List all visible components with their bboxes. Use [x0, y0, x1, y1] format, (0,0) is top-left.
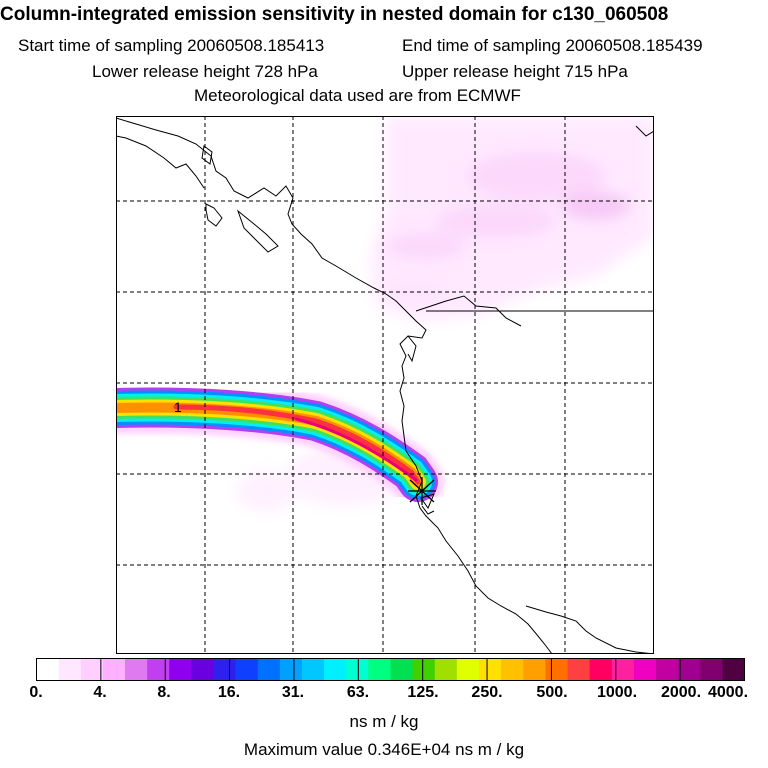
colorbar-cell	[235, 658, 259, 681]
colorbar-label: 500.	[536, 684, 568, 701]
colorbar-cell	[501, 658, 524, 681]
colorbar-cell	[434, 658, 458, 681]
colorbar-cell	[611, 658, 635, 681]
colorbar-cell	[125, 658, 148, 681]
colorbar-cell	[346, 658, 369, 681]
trajectory-marker-label: 1	[174, 399, 182, 415]
colorbar-cells	[36, 658, 745, 681]
colorbar-cell	[191, 658, 214, 681]
colorbar-cell	[412, 658, 436, 681]
maximum-value-text: Maximum value 0.346E+04 ns m / kg	[243, 740, 525, 759]
colorbar-label: 8.	[157, 684, 171, 701]
colorbar-cell	[678, 658, 701, 681]
colorbar-cell	[213, 658, 237, 681]
colorbar-cell	[656, 658, 679, 681]
colorbar-cell	[36, 658, 60, 681]
colorbar-cell	[257, 658, 281, 681]
colorbar-cell	[279, 658, 303, 681]
colorbar-cell	[58, 658, 82, 681]
colorbar-frame	[36, 658, 745, 681]
lat-lon-grid	[116, 116, 654, 654]
colorbar-cell	[456, 658, 480, 681]
colorbar-label: 16.	[217, 684, 241, 701]
colorbar-label: 125.	[407, 684, 439, 701]
release-point-marker	[408, 477, 436, 505]
plot-title: Column-integrated emission sensitivity i…	[0, 4, 669, 25]
colorbar-cell	[169, 658, 192, 681]
colorbar-cell	[368, 658, 391, 681]
colorbar	[36, 658, 745, 681]
lower-release-height-text: Lower release height 728 hPa	[92, 62, 318, 81]
colorbar-cell	[324, 658, 347, 681]
colorbar-label: 63.	[346, 684, 370, 701]
colorbar-units: ns m / kg	[349, 712, 419, 731]
upper-release-height-text: Upper release height 715 hPa	[402, 62, 628, 81]
colorbar-cell	[302, 658, 325, 681]
colorbar-label: 31.	[281, 684, 305, 701]
colorbar-cell	[545, 658, 568, 681]
colorbar-label: 4000.	[707, 684, 749, 701]
colorbar-label: 1000.	[596, 684, 638, 701]
colorbar-cell	[567, 658, 591, 681]
colorbar-cell	[633, 658, 657, 681]
country-border	[426, 116, 654, 312]
start-time-text: Start time of sampling 20060508.185413	[18, 36, 325, 55]
colorbar-cell	[80, 658, 104, 681]
colorbar-label: 250.	[471, 684, 503, 701]
colorbar-cell	[523, 658, 546, 681]
map-frame	[116, 116, 654, 654]
colorbar-label: 4.	[93, 684, 107, 701]
colorbar-cell	[479, 658, 502, 681]
emission-sensitivity-map: 1	[116, 116, 654, 654]
coastlines	[116, 117, 654, 654]
colorbar-cell	[390, 658, 414, 681]
sensitivity-field-north	[371, 116, 654, 321]
met-data-text: Meteorological data used are from ECMWF	[194, 86, 521, 105]
end-time-text: End time of sampling 20060508.185439	[402, 36, 703, 55]
colorbar-cell	[722, 658, 745, 681]
colorbar-cell	[700, 658, 723, 681]
colorbar-cell	[147, 658, 170, 681]
plume	[116, 381, 444, 508]
colorbar-cell	[102, 658, 126, 681]
colorbar-label: 2000.	[660, 684, 702, 701]
colorbar-cell	[589, 658, 613, 681]
colorbar-label: 0.	[29, 684, 43, 701]
